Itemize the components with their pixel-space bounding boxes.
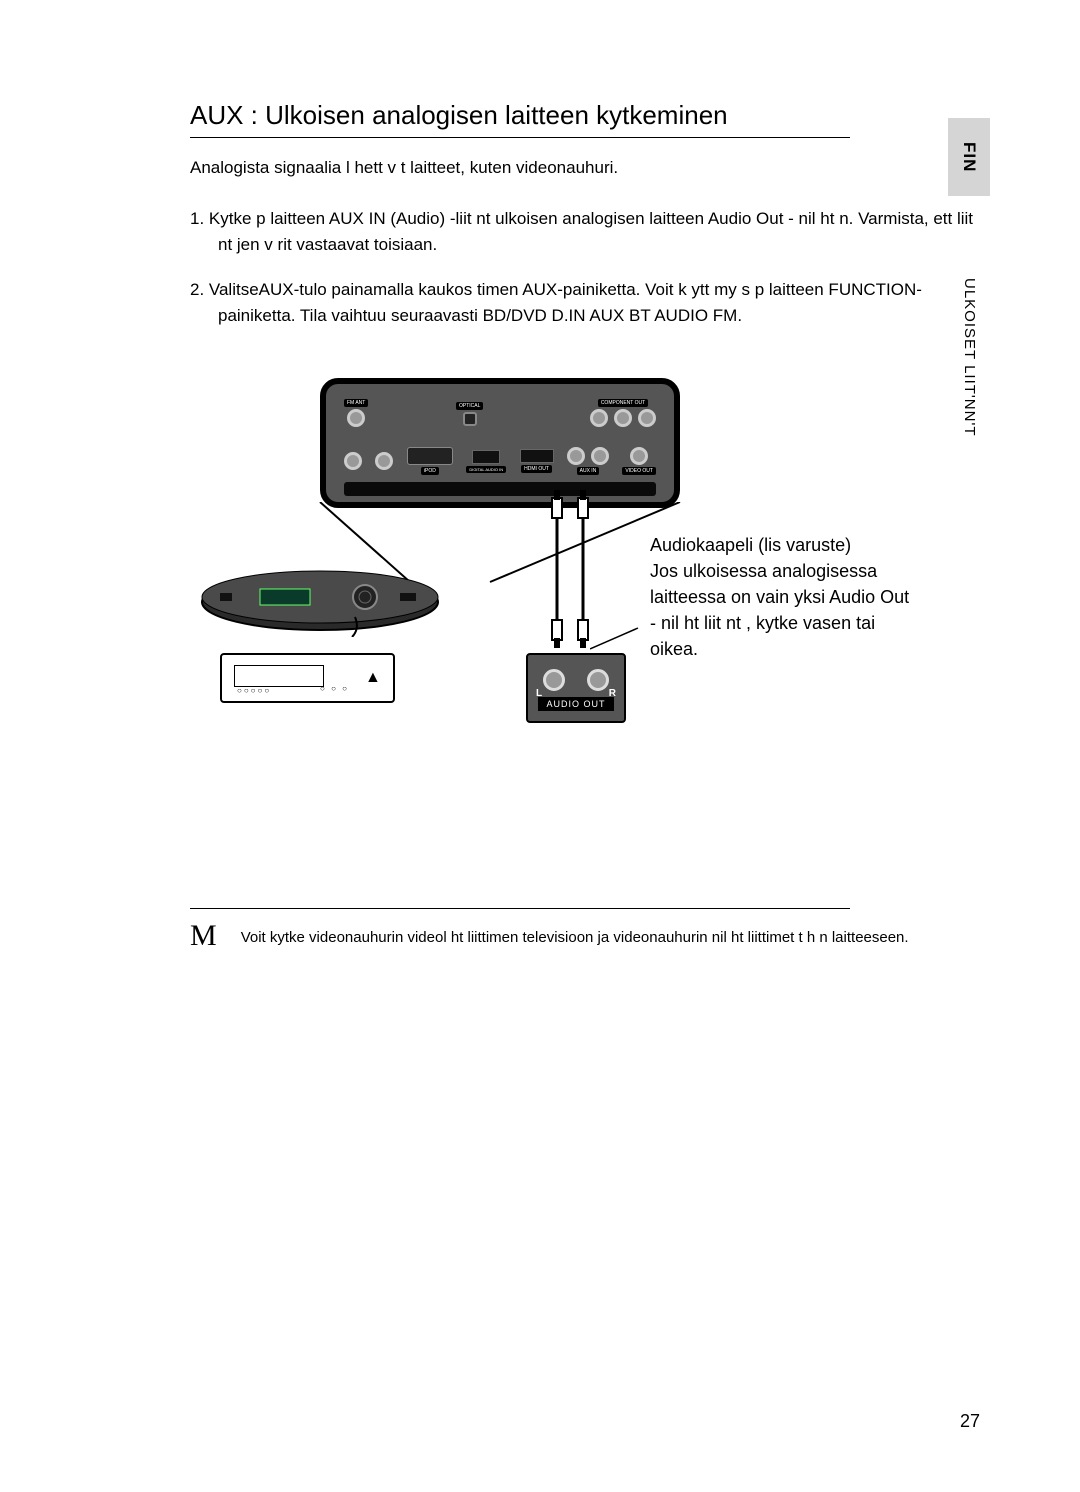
label-optical: OPTICAL: [456, 402, 483, 410]
callout-line: - nil ht liit nt , kytke vasen tai: [650, 610, 960, 636]
step-1: 1. Kytke p laitteen AUX IN (Audio) -liit…: [190, 206, 990, 257]
vcr-eject-icon: ▲: [365, 669, 379, 683]
connection-diagram: FM ANT COMPONENT OUT OPTICAL: [280, 378, 940, 798]
callout-line: laitteessa on vain yksi Audio Out: [650, 584, 960, 610]
note-row: M Voit kytke videonauhurin videol ht lii…: [190, 909, 990, 953]
intro-text: Analogista signaalia l hett v t laitteet…: [190, 158, 990, 178]
receiver-unit: [200, 567, 440, 637]
audio-out-panel: L R AUDIO OUT: [526, 653, 626, 723]
port-ipod: [407, 447, 453, 465]
cable-callout-text: Audiokaapeli (lis varuste) Jos ulkoisess…: [650, 532, 960, 662]
audio-out-jack-r: [587, 669, 609, 691]
jack-component: [638, 409, 656, 427]
callout-line: Jos ulkoisessa analogisessa: [650, 558, 960, 584]
note-text: Voit kytke videonauhurin videol ht liitt…: [241, 919, 909, 946]
vcr-tape-slot: [234, 665, 324, 687]
jack-front-r: [375, 452, 393, 470]
jack-fm: [347, 409, 365, 427]
label-fm-ant: FM ANT: [344, 399, 368, 407]
page-number: 27: [960, 1411, 980, 1432]
note-marker: M: [190, 919, 217, 953]
vcr-controls: ○○○○○: [237, 686, 271, 695]
callout-line: oikea.: [650, 636, 960, 662]
side-section-label: ULKOISET LIIT'NN'T: [961, 278, 978, 436]
label-r: R: [609, 688, 616, 699]
port-hdmi: [520, 449, 554, 463]
callout-leader: [590, 624, 650, 654]
label-digital: DIGITAL AUDIO IN: [466, 466, 506, 473]
label-l: L: [536, 688, 542, 699]
audio-out-jack-l: [543, 669, 565, 691]
jack-front-l: [344, 452, 362, 470]
callout-line: Audiokaapeli (lis varuste): [650, 532, 960, 558]
jack-component: [614, 409, 632, 427]
step-2: 2. ValitseAUX-tulo painamalla kaukos tim…: [190, 277, 990, 328]
section-title: AUX : Ulkoisen analogisen laitteen kytke…: [190, 100, 850, 138]
jack-component: [590, 409, 608, 427]
language-tab: FIN: [948, 118, 990, 196]
port-optical: [463, 412, 477, 426]
label-ipod: iPOD: [421, 467, 439, 475]
audio-out-label: AUDIO OUT: [538, 697, 613, 711]
language-tab-label: FIN: [959, 142, 979, 172]
vcr-device: ○○○○○ ○ ○ ○ ▲: [220, 653, 395, 703]
port-digital: [472, 450, 500, 464]
vcr-controls-2: ○ ○ ○: [320, 684, 349, 693]
label-component-out: COMPONENT OUT: [598, 399, 648, 407]
